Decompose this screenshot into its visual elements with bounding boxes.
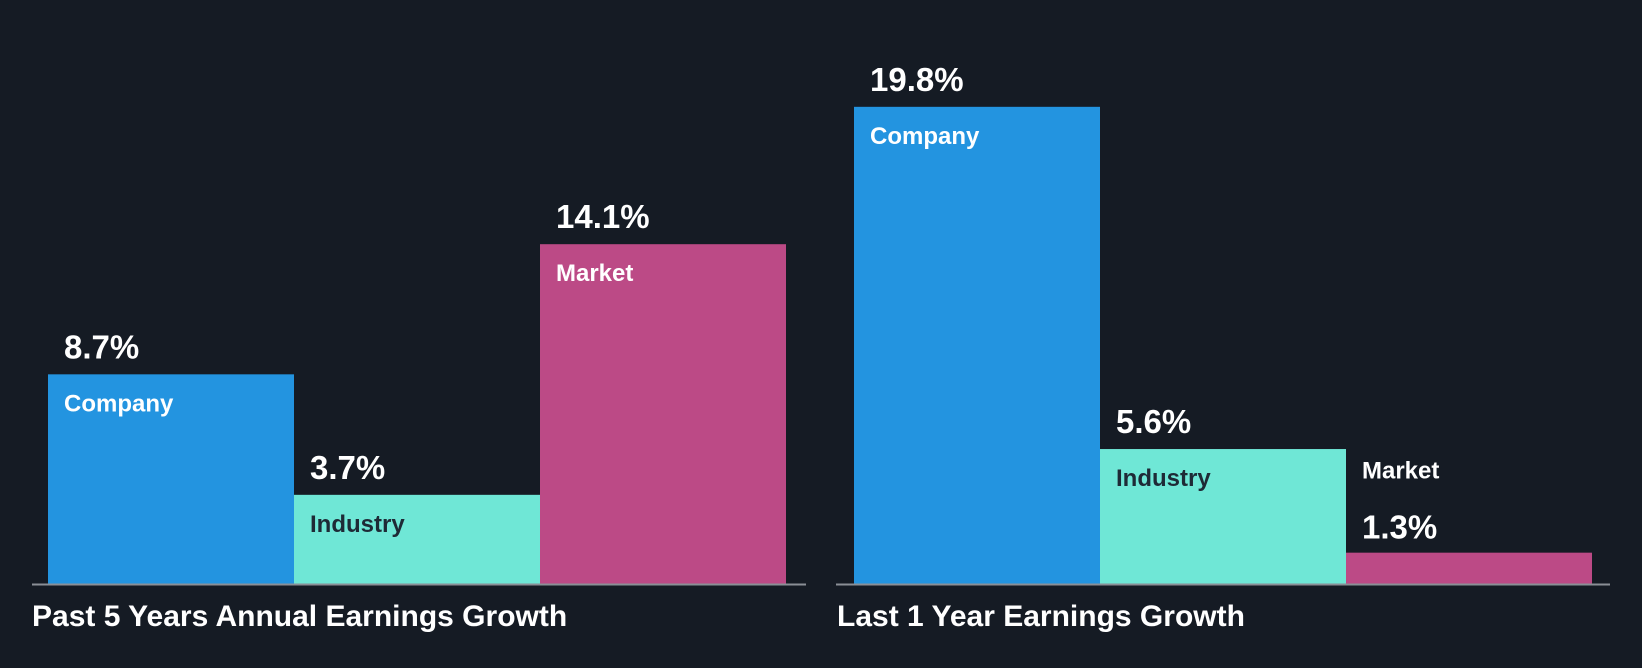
value-label-company: 19.8% [870, 61, 964, 98]
value-label-industry: 5.6% [1116, 403, 1191, 440]
bar-company [48, 374, 294, 584]
bar-label-industry: Industry [310, 511, 405, 538]
bar-label-company: Company [870, 123, 980, 150]
bar-company [854, 106, 1100, 584]
value-label-company: 8.7% [64, 328, 139, 365]
bar-industry [1100, 449, 1346, 584]
bar-market [540, 244, 786, 584]
value-label-market: 14.1% [556, 198, 650, 235]
bar-label-company: Company [64, 390, 174, 417]
chart-panel-1: 8.7% Company 3.7% Industry 14.1% Market Past 5… [32, 198, 806, 633]
value-label-market: 1.3% [1362, 509, 1437, 546]
bar-label-market: Market [556, 260, 633, 287]
bar-market [1346, 552, 1592, 584]
chart-panel-2: 19.8% Company 5.6% Industry 1.3% Market Last 1… [836, 61, 1610, 633]
bar-label-market: Market [1362, 458, 1439, 485]
bar-industry [294, 494, 540, 584]
bar-label-industry: Industry [1116, 465, 1211, 492]
chart-title: Past 5 Years Annual Earnings Growth [32, 600, 567, 633]
value-label-industry: 3.7% [310, 449, 385, 486]
chart-title: Last 1 Year Earnings Growth [837, 600, 1245, 633]
